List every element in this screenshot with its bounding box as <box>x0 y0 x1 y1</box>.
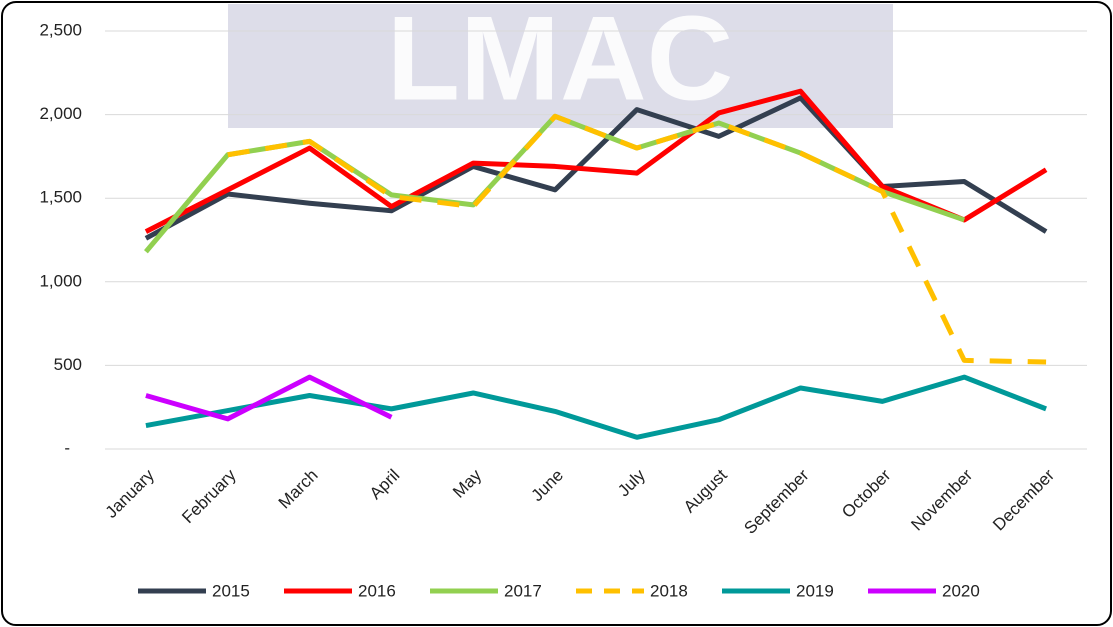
y-tick-label: 2,000 <box>39 104 82 123</box>
y-tick-label: - <box>64 438 70 457</box>
legend-label: 2020 <box>942 581 980 600</box>
legend-label: 2019 <box>796 581 834 600</box>
y-tick-label: 1,500 <box>39 188 82 207</box>
legend-label: 2017 <box>504 581 542 600</box>
series-line <box>144 88 1048 234</box>
series-line <box>144 95 1048 241</box>
series-line <box>227 113 1047 365</box>
legend-label: 2016 <box>358 581 396 600</box>
legend-label: 2018 <box>650 581 688 600</box>
watermark: LMAC <box>387 0 734 126</box>
series-line <box>145 374 1047 440</box>
series-line <box>145 374 393 422</box>
legend-label: 2015 <box>212 581 250 600</box>
y-tick-label: 2,500 <box>39 20 82 39</box>
y-tick-label: 500 <box>54 355 82 374</box>
y-tick-label: 1,000 <box>39 271 82 290</box>
